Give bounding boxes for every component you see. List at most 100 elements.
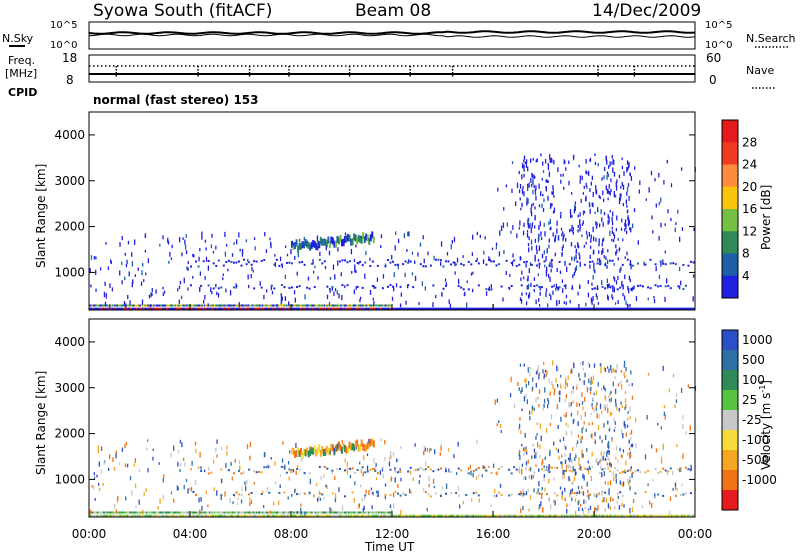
data-cell [129, 511, 132, 514]
data-cell [591, 451, 593, 457]
data-cell [491, 247, 494, 251]
data-cell [307, 514, 310, 518]
data-cell [614, 467, 617, 470]
data-cell [556, 383, 559, 388]
data-cell [453, 514, 456, 518]
data-cell [195, 448, 197, 454]
data-cell [234, 514, 236, 518]
data-cell [540, 307, 543, 311]
data-cell [596, 295, 598, 300]
data-cell [162, 478, 164, 483]
data-cell [501, 514, 504, 518]
data-cell [316, 514, 318, 518]
data-cell [383, 304, 385, 307]
data-cell [133, 514, 135, 518]
data-cell [588, 422, 590, 426]
data-cell [110, 514, 113, 518]
data-cell [263, 466, 266, 469]
data-cell [296, 271, 298, 276]
data-cell [436, 307, 438, 311]
data-cell [95, 304, 98, 307]
data-cell [148, 304, 151, 307]
data-cell [224, 511, 226, 514]
y-tick-label: 3000 [54, 381, 85, 395]
power-colorbar-swatch [722, 186, 738, 210]
data-cell [550, 504, 552, 510]
data-cell [217, 287, 220, 290]
data-cell [608, 184, 610, 189]
data-cell [584, 372, 586, 378]
data-cell [245, 263, 248, 266]
data-cell [193, 304, 196, 307]
data-cell [466, 514, 469, 518]
data-cell [279, 474, 282, 477]
data-cell [626, 186, 629, 192]
data-cell [309, 445, 311, 450]
data-cell [601, 280, 603, 286]
data-cell [324, 238, 327, 246]
data-cell [338, 260, 341, 263]
data-cell [154, 307, 157, 311]
data-cell [535, 264, 538, 267]
data-cell [436, 514, 438, 518]
data-cell [334, 274, 336, 280]
data-cell [418, 307, 421, 311]
data-cell [508, 286, 511, 289]
data-cell [484, 307, 486, 311]
data-cell [391, 254, 393, 260]
data-cell [97, 445, 100, 449]
data-cell [509, 307, 512, 311]
data-cell [312, 304, 315, 307]
data-cell [324, 265, 327, 270]
data-cell [688, 307, 691, 311]
data-cell [138, 511, 140, 514]
data-cell [563, 307, 566, 311]
data-cell [316, 511, 318, 514]
data-cell [379, 304, 382, 307]
data-cell [665, 514, 668, 518]
data-cell [124, 514, 127, 518]
data-cell [412, 286, 415, 289]
data-cell [619, 447, 621, 452]
data-cell [325, 246, 327, 251]
data-cell [306, 447, 309, 455]
data-cell [307, 242, 310, 250]
data-cell [440, 493, 442, 497]
data-cell [415, 514, 418, 518]
data-cell [538, 298, 540, 302]
data-cell [295, 449, 298, 457]
data-cell [225, 514, 228, 518]
data-cell [109, 307, 111, 311]
data-cell [477, 474, 480, 477]
data-cell [389, 261, 392, 264]
data-cell [337, 304, 340, 307]
data-cell [534, 176, 536, 179]
data-cell [139, 514, 142, 518]
data-cell [189, 487, 191, 491]
data-cell [432, 307, 435, 311]
data-cell [210, 287, 212, 292]
data-cell [90, 307, 92, 311]
data-cell [525, 164, 528, 168]
data-cell [554, 252, 557, 257]
data-cell [220, 495, 222, 501]
data-cell [397, 238, 400, 244]
data-cell [612, 167, 614, 173]
data-cell [229, 307, 231, 311]
data-cell [476, 514, 479, 518]
data-cell [607, 514, 610, 518]
data-cell [610, 390, 612, 395]
data-cell [616, 307, 619, 311]
data-cell [612, 514, 615, 518]
data-cell [394, 307, 397, 311]
data-cell [423, 488, 425, 492]
data-cell [579, 179, 581, 184]
data-cell [314, 307, 317, 311]
data-cell [368, 438, 370, 444]
data-cell [171, 244, 173, 249]
data-cell [675, 222, 677, 226]
data-cell [627, 478, 629, 484]
velocity-colorbar-tick: 500 [742, 353, 765, 367]
data-cell [475, 468, 478, 471]
data-cell [192, 304, 195, 307]
